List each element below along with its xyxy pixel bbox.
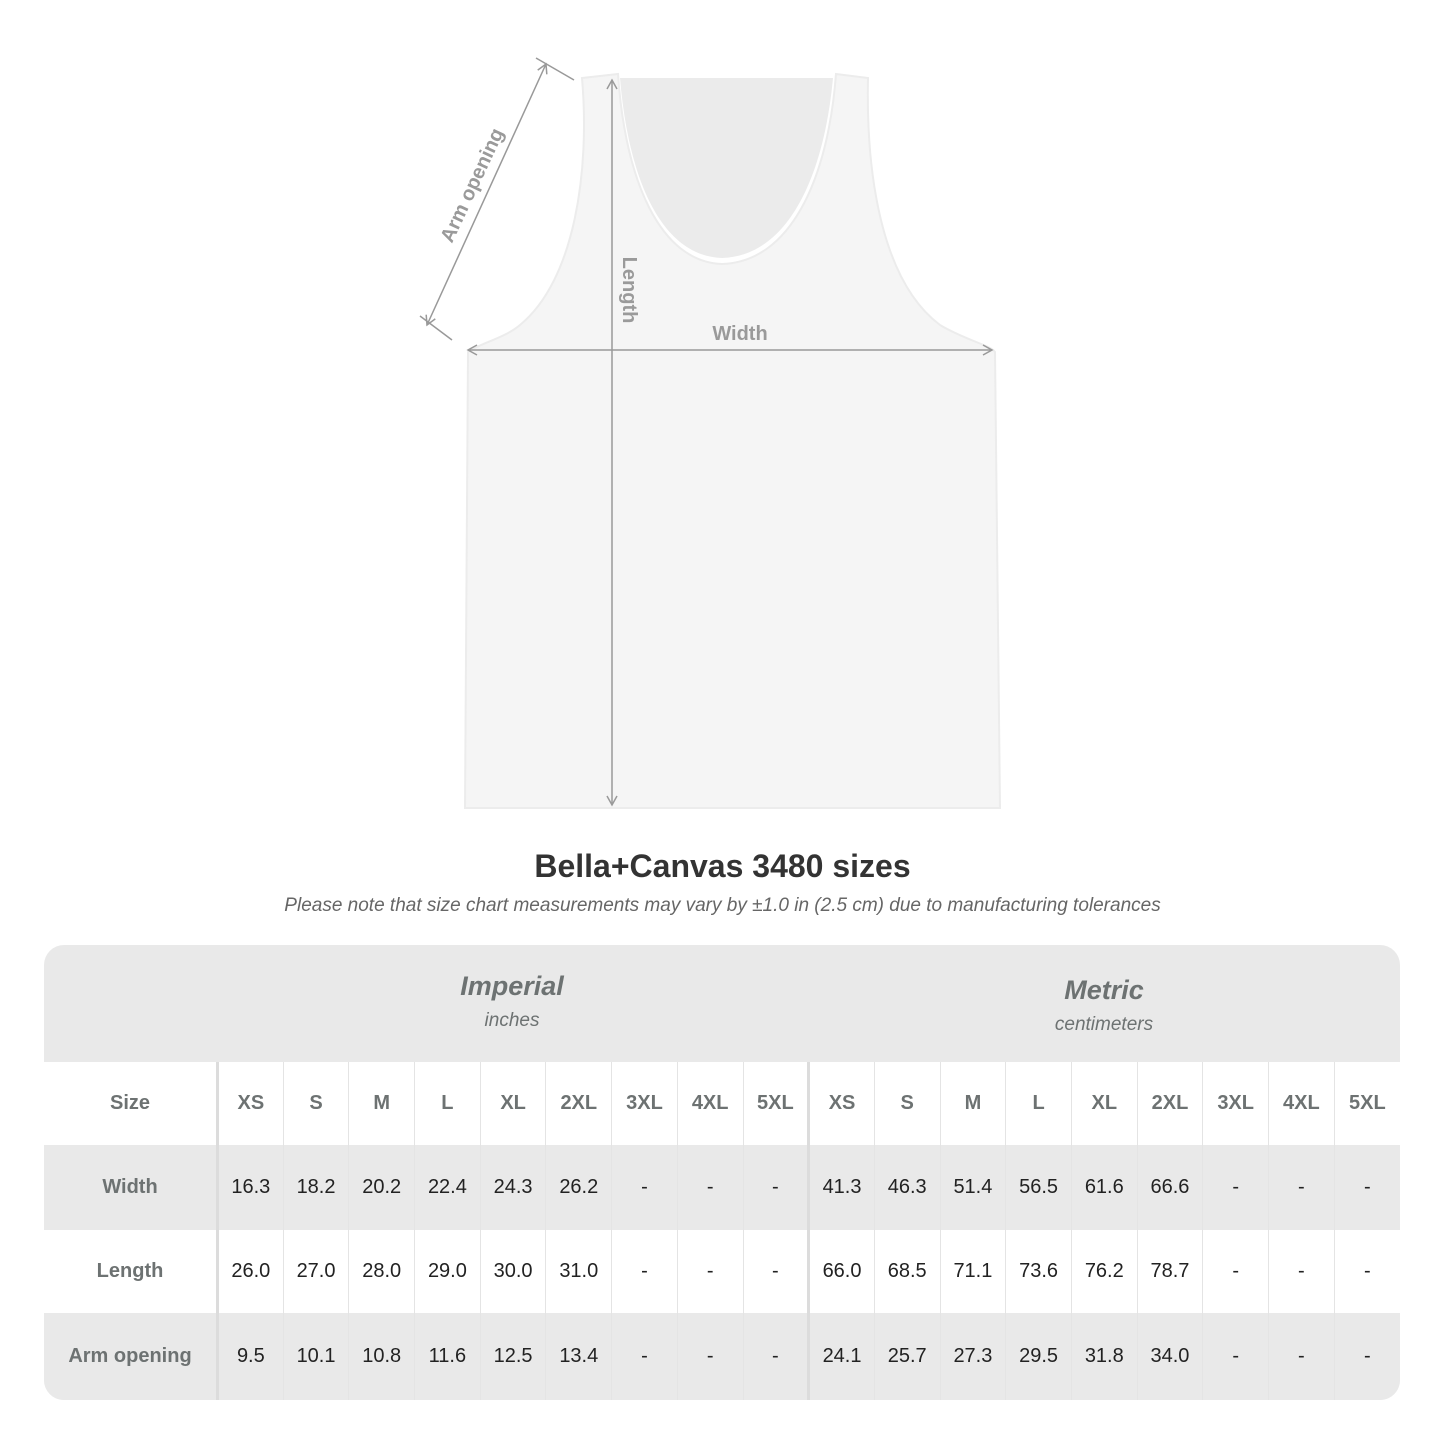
width-label: Width xyxy=(712,323,767,345)
header-row: Size XS S M L XL 2XL 3XL 4XL 5XL XS S M L XL 2XL 3XL 4XL 5… xyxy=(44,1062,1400,1145)
imperial-size-header: XL xyxy=(479,1062,546,1145)
metric-value-cell: - xyxy=(1333,1145,1400,1230)
imperial-size-header: XS xyxy=(217,1062,284,1145)
metric-size-header: XL xyxy=(1070,1062,1138,1145)
metric-value-cell: 27.3 xyxy=(939,1313,1006,1400)
imperial-value-cell: 9.5 xyxy=(217,1313,284,1400)
imperial-value-cell: - xyxy=(742,1313,811,1400)
length-label: Length xyxy=(618,257,640,324)
metric-size-header: L xyxy=(1005,1062,1072,1145)
imperial-value-cell: - xyxy=(676,1230,743,1313)
metric-value-cell: - xyxy=(1333,1230,1400,1313)
metric-value-cell: 68.5 xyxy=(873,1230,941,1313)
metric-value-cell: 66.0 xyxy=(808,1230,875,1313)
imperial-value-cell: 13.4 xyxy=(545,1313,612,1400)
metric-value-cell: - xyxy=(1268,1313,1335,1400)
metric-value-cell: 41.3 xyxy=(808,1145,875,1230)
imperial-size-header: 5XL xyxy=(742,1062,811,1145)
imperial-value-cell: 24.3 xyxy=(479,1145,546,1230)
arm-opening-arrow xyxy=(425,62,548,327)
imperial-value-cell: 29.0 xyxy=(414,1230,481,1313)
imperial-value-cell: - xyxy=(676,1313,743,1400)
page-title: Bella+Canvas 3480 sizes xyxy=(534,848,911,884)
metric-value-cell: - xyxy=(1268,1230,1335,1313)
row-label: Length xyxy=(44,1230,219,1313)
imperial-size-header: S xyxy=(282,1062,349,1145)
imperial-value-cell: 22.4 xyxy=(414,1145,481,1230)
metric-value-cell: 25.7 xyxy=(873,1313,941,1400)
imperial-value-cell: 18.2 xyxy=(282,1145,349,1230)
imperial-value-cell: 11.6 xyxy=(414,1313,481,1400)
imperial-value-cell: 26.2 xyxy=(545,1145,612,1230)
metric-value-cell: 76.2 xyxy=(1070,1230,1138,1313)
metric-value-cell: - xyxy=(1202,1313,1269,1400)
metric-size-header: 2XL xyxy=(1136,1062,1203,1145)
metric-value-cell: - xyxy=(1268,1145,1335,1230)
imperial-title: Imperial xyxy=(460,971,564,1001)
size-column-header: Size xyxy=(44,1062,219,1145)
tank-top-neck-inside xyxy=(620,78,833,258)
imperial-header: Imperial inches xyxy=(216,945,808,1062)
imperial-value-cell: 10.1 xyxy=(282,1313,349,1400)
metric-value-cell: 56.5 xyxy=(1005,1145,1072,1230)
imperial-value-cell: - xyxy=(611,1230,678,1313)
table-row: Length 26.0 27.0 28.0 29.0 30.0 31.0- - -66.0 68.… xyxy=(44,1230,1400,1313)
imperial-value-cell: 10.8 xyxy=(348,1313,415,1400)
size-chart: Imperial inches Metric centimeters Size X… xyxy=(44,945,1400,1400)
imperial-size-header: 2XL xyxy=(545,1062,612,1145)
tolerance-note: Please note that size chart measurements… xyxy=(284,895,1161,916)
imperial-size-header: L xyxy=(414,1062,481,1145)
metric-value-cell: - xyxy=(1202,1145,1269,1230)
imperial-value-cell: 12.5 xyxy=(479,1313,546,1400)
metric-value-cell: 61.6 xyxy=(1070,1145,1138,1230)
metric-title: Metric xyxy=(1064,975,1144,1005)
size-table: Size XS S M L XL 2XL 3XL 4XL 5XL XS S M L XL 2XL 3XL 4XL 5… xyxy=(44,1062,1400,1400)
imperial-size-header: 4XL xyxy=(676,1062,743,1145)
metric-value-cell: - xyxy=(1202,1230,1269,1313)
metric-value-cell: 66.6 xyxy=(1136,1145,1203,1230)
metric-value-cell: - xyxy=(1333,1313,1400,1400)
metric-value-cell: 46.3 xyxy=(873,1145,941,1230)
row-label: Width xyxy=(44,1145,219,1230)
metric-size-header: S xyxy=(873,1062,941,1145)
metric-value-cell: 34.0 xyxy=(1136,1313,1203,1400)
imperial-value-cell: 31.0 xyxy=(545,1230,612,1313)
metric-size-header: XS xyxy=(808,1062,875,1145)
metric-value-cell: 31.8 xyxy=(1070,1313,1138,1400)
metric-value-cell: 51.4 xyxy=(939,1145,1006,1230)
row-label: Arm opening xyxy=(44,1313,219,1400)
imperial-value-cell: - xyxy=(611,1145,678,1230)
metric-size-header: 4XL xyxy=(1268,1062,1335,1145)
imperial-value-cell: 20.2 xyxy=(348,1145,415,1230)
imperial-value-cell: 27.0 xyxy=(282,1230,349,1313)
metric-size-header: 3XL xyxy=(1202,1062,1269,1145)
imperial-value-cell: 16.3 xyxy=(217,1145,284,1230)
metric-value-cell: 73.6 xyxy=(1005,1230,1072,1313)
imperial-value-cell: 30.0 xyxy=(479,1230,546,1313)
table-row: Arm opening 9.5 10.1 10.8 11.6 12.5 13.4- - -24.… xyxy=(44,1313,1400,1400)
imperial-value-cell: 26.0 xyxy=(217,1230,284,1313)
metric-header: Metric centimeters xyxy=(808,945,1400,1062)
imperial-value-cell: - xyxy=(742,1145,811,1230)
metric-value-cell: 24.1 xyxy=(808,1313,875,1400)
imperial-unit: inches xyxy=(484,1010,540,1031)
imperial-value-cell: - xyxy=(611,1313,678,1400)
imperial-value-cell: - xyxy=(742,1230,811,1313)
tank-top-illustration: Arm opening Length Width xyxy=(419,57,1002,809)
arm-opening-label: Arm opening xyxy=(437,125,509,246)
imperial-value-cell: - xyxy=(676,1145,743,1230)
metric-value-cell: 71.1 xyxy=(939,1230,1006,1313)
metric-size-header: 5XL xyxy=(1333,1062,1400,1145)
metric-size-header: M xyxy=(939,1062,1006,1145)
imperial-value-cell: 28.0 xyxy=(348,1230,415,1313)
metric-value-cell: 29.5 xyxy=(1005,1313,1072,1400)
table-row: Width 16.3 18.2 20.2 22.4 24.3 26.2- - -41.3 46.3… xyxy=(44,1145,1400,1230)
metric-unit: centimeters xyxy=(1054,1014,1154,1035)
imperial-size-header: 3XL xyxy=(611,1062,678,1145)
metric-value-cell: 78.7 xyxy=(1136,1230,1203,1313)
imperial-size-header: M xyxy=(348,1062,415,1145)
